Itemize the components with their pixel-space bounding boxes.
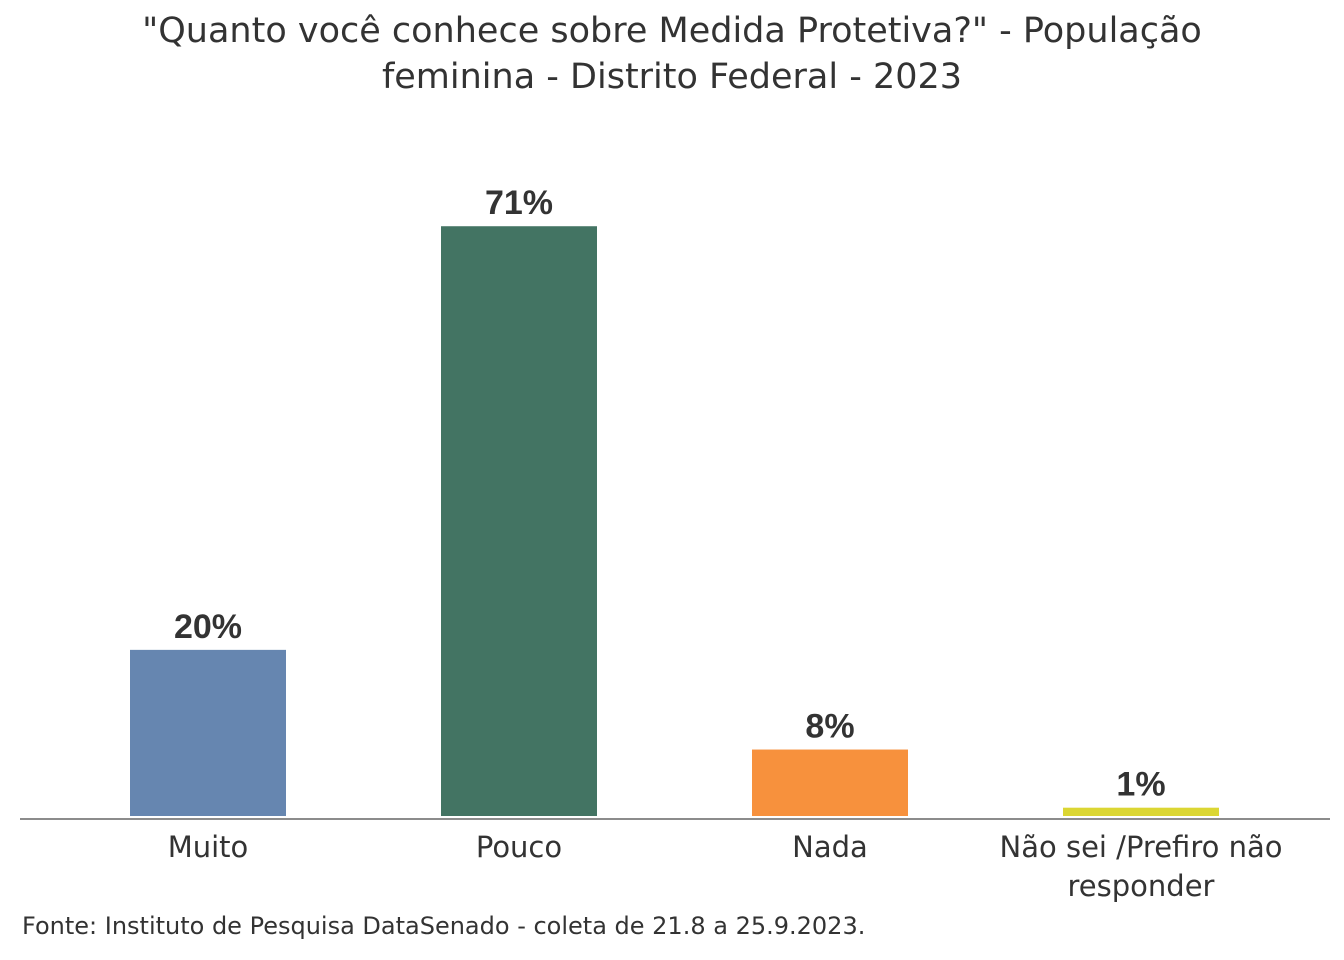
category-label-1-line-0: Pouco — [476, 830, 562, 864]
category-label-2-line-0: Nada — [792, 830, 868, 864]
value-label-2: 8% — [805, 708, 854, 746]
category-labels-group: Muito Pouco Nada Não sei /Prefiro não respon… — [168, 830, 1283, 903]
category-label-3-line-0: Não sei /Prefiro não — [1000, 830, 1283, 864]
value-labels-group: 20% 71% 8% 1% — [174, 184, 1166, 803]
value-label-1: 71% — [485, 184, 553, 222]
category-label-3-line-1: responder — [1068, 869, 1215, 903]
bar-0 — [130, 649, 286, 816]
bar-1 — [441, 226, 597, 816]
value-label-3: 1% — [1116, 766, 1165, 804]
value-label-0: 20% — [174, 608, 242, 646]
category-label-0-line-0: Muito — [168, 830, 249, 864]
bar-2 — [752, 749, 908, 816]
category-label-3: Não sei /Prefiro não responder — [1000, 830, 1283, 903]
source-note: Fonte: Instituto de Pesquisa DataSenado … — [22, 912, 866, 940]
chart-title: "Quanto você conhece sobre Medida Protet… — [0, 8, 1344, 100]
category-label-2: Nada — [792, 830, 868, 864]
bar-3 — [1063, 807, 1219, 816]
category-label-0: Muito — [168, 830, 249, 864]
category-label-1: Pouco — [476, 830, 562, 864]
chart-title-line-1: "Quanto você conhece sobre Medida Protet… — [142, 11, 1202, 51]
chart-title-line-2: feminina - Distrito Federal - 2023 — [381, 57, 963, 97]
bars-group — [130, 226, 1219, 816]
